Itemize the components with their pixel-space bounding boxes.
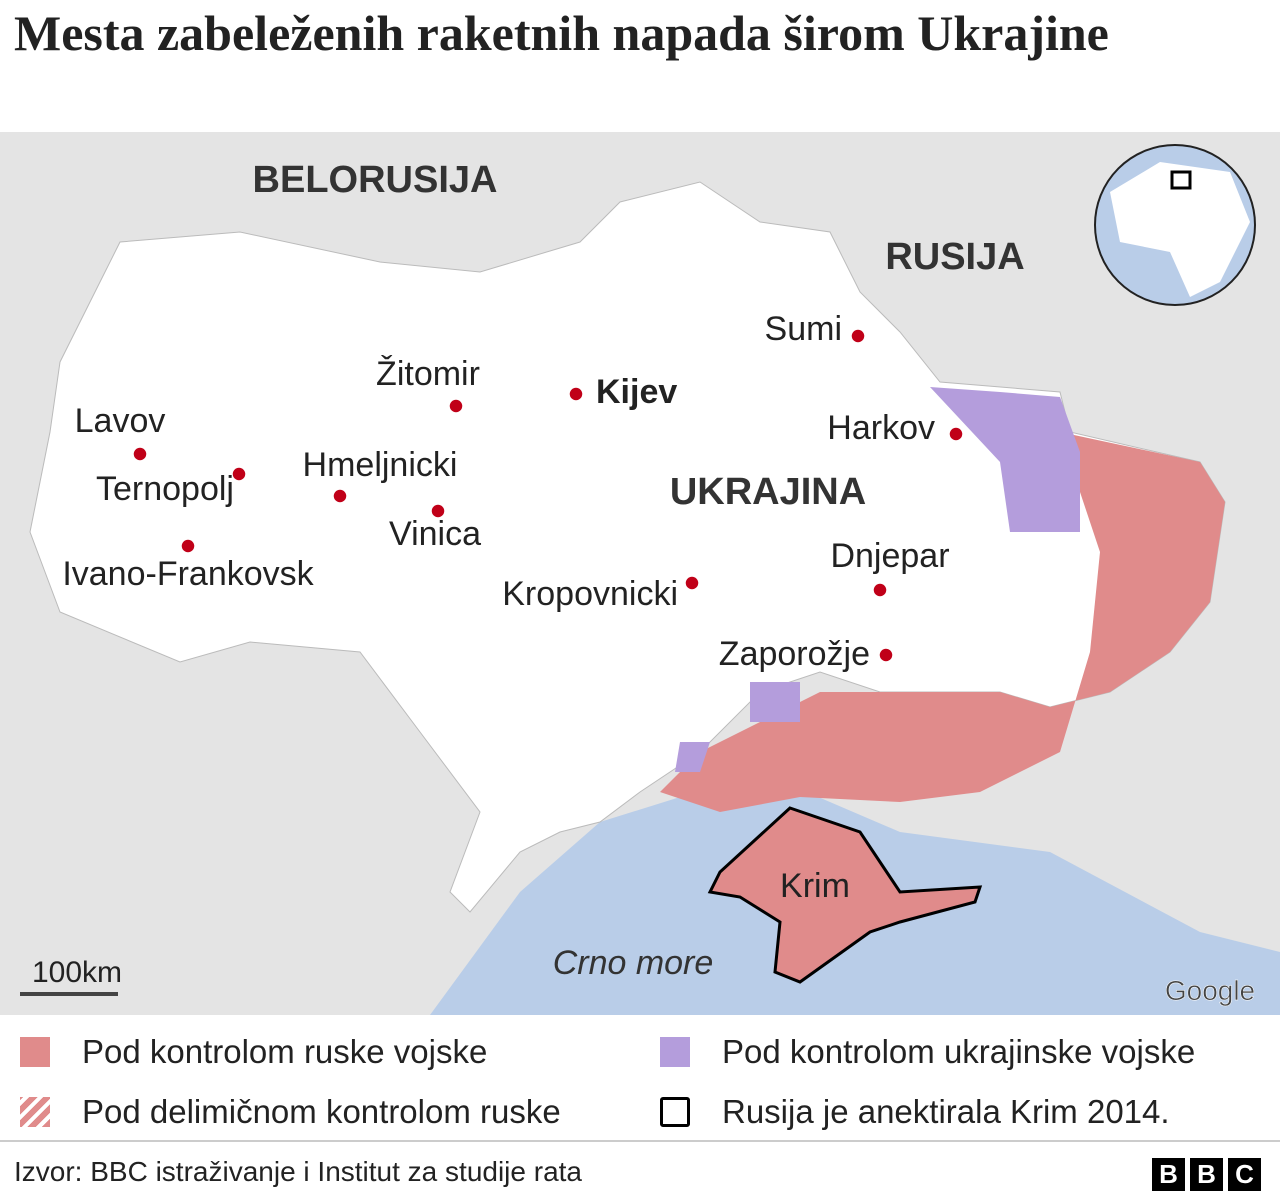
country-label: BELORUSIJA (253, 159, 498, 201)
city-dot (180, 538, 196, 554)
legend-label: Pod kontrolom ruske vojske (82, 1033, 488, 1070)
city-dot (878, 647, 894, 663)
logo-letter: B (1190, 1158, 1223, 1191)
city-dot (872, 582, 888, 598)
city-dot (231, 466, 247, 482)
city-label: Hmeljnicki (303, 446, 458, 484)
city-dot (132, 446, 148, 462)
city-label: Zaporožje (719, 635, 870, 673)
logo-letter: C (1228, 1158, 1261, 1191)
occupied-area (660, 432, 1225, 812)
legend-label: Pod kontrolom ukrajinske vojske (722, 1033, 1196, 1070)
city-label: Lavov (75, 402, 166, 440)
legend-swatch (660, 1037, 690, 1067)
map: BELORUSIJA RUSIJA UKRAJINA Lavov Ternopolj Iv… (0, 132, 1280, 1015)
city-dot (430, 503, 446, 519)
city-label: Sumi (765, 310, 842, 348)
city-dot (568, 386, 584, 402)
city-dot (448, 398, 464, 414)
liberated-area (930, 387, 1080, 532)
city-label: Dnjepar (830, 537, 949, 575)
city-dot (684, 575, 700, 591)
city-label: Harkov (827, 409, 935, 447)
city-dot (850, 328, 866, 344)
city-label: Kijev (596, 373, 677, 411)
source: Izvor: BBC istraživanje i Institut za st… (14, 1156, 582, 1187)
city-label: Ternopolj (96, 470, 234, 508)
legend-label: Rusija je anektirala Krim 2014. (722, 1093, 1170, 1130)
sea-label: Crno more (553, 944, 714, 982)
city-label: Ivano-Frankovsk (62, 555, 314, 593)
liberated-area (675, 682, 800, 772)
region-label: Krim (780, 867, 850, 905)
legend-swatch (20, 1097, 50, 1127)
scale-label: 100km (32, 956, 122, 989)
crimea (707, 806, 983, 984)
country-label: UKRAJINA (670, 471, 866, 513)
logo-letter: B (1152, 1158, 1185, 1191)
legend-swatch (660, 1097, 690, 1127)
city-label: Vinica (389, 515, 481, 553)
credit: Google (1165, 975, 1255, 1006)
title: Mesta zabeleženih raketnih napada širom … (14, 5, 1109, 61)
country-label: RUSIJA (885, 236, 1024, 278)
globe (1094, 144, 1256, 306)
city-label: Žitomir (376, 355, 480, 393)
city-dot (332, 488, 348, 504)
legend-swatch (20, 1037, 50, 1067)
footer: Izvor: BBC istraživanje i Institut za st… (0, 1140, 1280, 1202)
city-label: Kropovnicki (502, 575, 678, 613)
city-dot (948, 426, 964, 442)
legend-label: Pod delimičnom kontrolom ruske vojske (82, 1093, 561, 1130)
